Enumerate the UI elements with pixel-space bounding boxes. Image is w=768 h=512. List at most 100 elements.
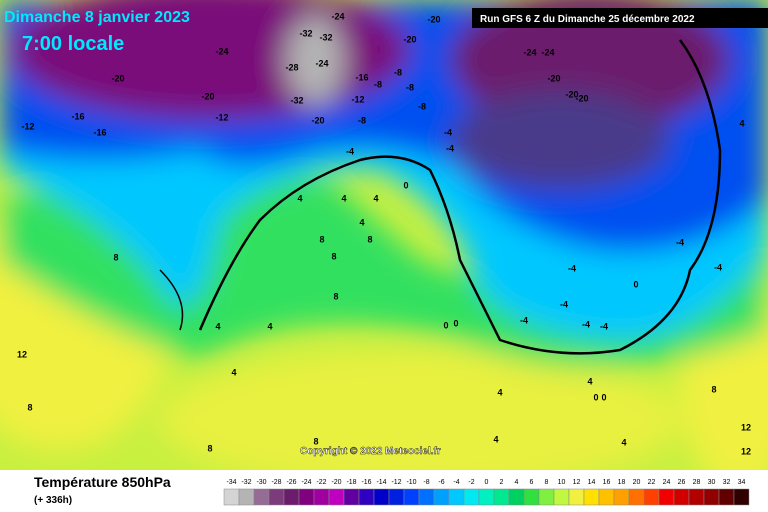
contour-label: -4 [346, 146, 354, 156]
contour-label: 0 [453, 318, 458, 328]
scale-label: -32 [241, 479, 251, 486]
scale-label: 14 [588, 479, 596, 486]
scale-label: -30 [256, 479, 266, 486]
scale-swatch [343, 488, 360, 506]
contour-label: -16 [71, 111, 84, 121]
contour-label: 4 [267, 321, 272, 331]
scale-label: 8 [545, 479, 549, 486]
scale-label: 6 [530, 479, 534, 486]
scale-label: 20 [633, 479, 641, 486]
contour-label: -4 [560, 299, 568, 309]
scale-swatch [403, 488, 420, 506]
contour-label: 8 [27, 402, 32, 412]
contour-label: 8 [331, 251, 336, 261]
contour-label: -24 [523, 47, 536, 57]
scale-swatch [643, 488, 660, 506]
contour-label: 4 [621, 437, 626, 447]
scale-swatch [433, 488, 450, 506]
scale-label: -18 [346, 479, 356, 486]
contour-label: 8 [711, 384, 716, 394]
contour-label: -12 [215, 112, 228, 122]
scale-label: 2 [500, 479, 504, 486]
scale-label: -22 [316, 479, 326, 486]
contour-label: 4 [497, 387, 502, 397]
contour-label: -4 [444, 127, 452, 137]
contour-label: -28 [285, 62, 298, 72]
contour-label: -32 [319, 32, 332, 42]
scale-swatch [313, 488, 330, 506]
lead-time: (+ 336h) [34, 495, 72, 506]
contour-label: -20 [427, 14, 440, 24]
run-box [472, 8, 768, 28]
contour-label: -4 [676, 237, 684, 247]
scale-swatch [733, 488, 750, 506]
scale-swatch [553, 488, 570, 506]
scale-swatch [418, 488, 435, 506]
color-scale: -34 -32 -30 -28 -26 -24 -22 -20 -18 -16 -14 -12 -10-… [223, 479, 750, 506]
contour-label: -12 [21, 121, 34, 131]
scale-label: -24 [301, 479, 311, 486]
contour-label: -20 [311, 115, 324, 125]
contour-label: -32 [299, 28, 312, 38]
scale-swatch [688, 488, 705, 506]
contour-label: -8 [394, 67, 402, 77]
contour-label: 4 [359, 217, 364, 227]
scale-swatch [223, 488, 240, 506]
scale-label: -14 [376, 479, 386, 486]
contour-label: 8 [313, 436, 318, 446]
contour-label: -8 [374, 79, 382, 89]
contour-label: 8 [333, 291, 338, 301]
scale-label: 30 [708, 479, 716, 486]
contour-label: -20 [201, 91, 214, 101]
scale-label: -8 [423, 479, 429, 486]
contour-label: 4 [297, 193, 302, 203]
scale-swatch [568, 488, 585, 506]
scale-label: -34 [226, 479, 236, 486]
scale-swatch [478, 488, 495, 506]
scale-swatch [238, 488, 255, 506]
contour-label: -8 [358, 115, 366, 125]
contour-label: -4 [600, 321, 608, 331]
contour-label: -24 [315, 58, 328, 68]
contour-labels: -24 -32 -32 -28 -24 -32 -20 -16 -12 -8 -8 -8 -8 -8 -20… [17, 11, 751, 456]
scale-swatch [508, 488, 525, 506]
scale-label: -4 [453, 479, 459, 486]
scale-swatch [283, 488, 300, 506]
scale-swatch [388, 488, 405, 506]
contour-label: -8 [406, 82, 414, 92]
scale-swatch [328, 488, 345, 506]
scale-label: 26 [678, 479, 686, 486]
contour-label: -20 [403, 34, 416, 44]
contour-label: 12 [17, 349, 27, 359]
scale-swatch [253, 488, 270, 506]
scale-label: -10 [406, 479, 416, 486]
scale-label: -6 [438, 479, 444, 486]
scale-swatch [718, 488, 735, 506]
contour-label: -16 [93, 127, 106, 137]
contour-label: -24 [331, 11, 344, 21]
scale-label: -2 [468, 479, 474, 486]
scale-swatch [373, 488, 390, 506]
contour-label: -8 [418, 101, 426, 111]
scale-swatch [703, 488, 720, 506]
run-info: Run GFS 6 Z du Dimanche 25 décembre 2022 [480, 14, 695, 25]
scale-swatch [538, 488, 555, 506]
contour-label: 4 [373, 193, 378, 203]
contour-label: 0 [403, 180, 408, 190]
scale-swatch [658, 488, 675, 506]
scale-swatch [673, 488, 690, 506]
contour-label: -24 [215, 46, 228, 56]
contour-label: -4 [568, 263, 576, 273]
contour-label: 12 [741, 422, 751, 432]
contour-label: -20 [565, 89, 578, 99]
scale-label: 10 [558, 479, 566, 486]
contour-label: 0 [593, 392, 598, 402]
contour-label: -4 [714, 262, 722, 272]
scale-label: 0 [485, 479, 489, 486]
forecast-time: 7:00 locale [22, 33, 124, 55]
contour-label: 8 [319, 234, 324, 244]
scale-swatch [523, 488, 540, 506]
scale-label: -26 [286, 479, 296, 486]
scale-label: 12 [573, 479, 581, 486]
